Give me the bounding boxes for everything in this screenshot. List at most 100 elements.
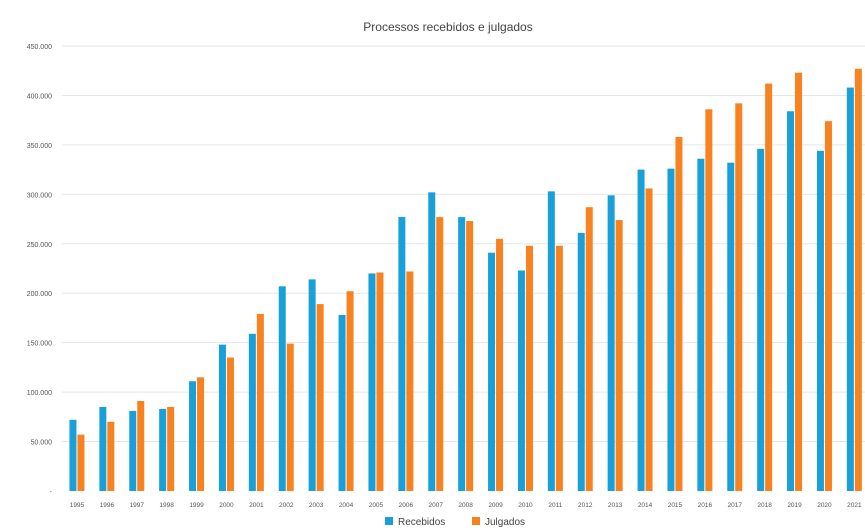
legend-swatch-recebidos — [385, 517, 393, 525]
bar-julgados-2012 — [585, 207, 593, 491]
x-tick-label: 2017 — [728, 502, 743, 509]
y-tick-label: 250.000 — [27, 242, 52, 249]
y-tick-label: 200.000 — [27, 291, 52, 298]
legend-swatch-julgados — [472, 517, 480, 525]
chart-title: Processos recebidos e julgados — [363, 20, 532, 34]
bar-julgados-2011 — [555, 245, 563, 491]
legend: Recebidos Julgados — [385, 517, 525, 528]
bar-recebidos-2018 — [757, 148, 765, 491]
bar-julgados-2021 — [854, 68, 862, 491]
x-tick-label: 2002 — [279, 502, 294, 509]
x-tick-label: 2018 — [757, 502, 772, 509]
x-tick-label: 2006 — [399, 502, 414, 509]
y-tick-label: 400.000 — [27, 93, 52, 100]
y-tick-label: 350.000 — [27, 143, 52, 150]
bar-recebidos-2020 — [816, 150, 824, 492]
bar-recebidos-1995 — [69, 419, 77, 491]
bar-recebidos-2011 — [547, 191, 555, 491]
x-tick-label: 2001 — [249, 502, 264, 509]
y-tick-label: - — [50, 489, 53, 496]
bar-recebidos-1999 — [189, 381, 197, 491]
bar-julgados-1995 — [77, 434, 85, 491]
x-tick-label: 2013 — [608, 502, 623, 509]
x-tick-label: 2020 — [817, 502, 832, 509]
bar-julgados-2005 — [376, 272, 384, 491]
bar-julgados-2010 — [525, 245, 533, 491]
bar-julgados-1999 — [197, 377, 205, 491]
bar-recebidos-1996 — [99, 406, 107, 491]
bar-julgados-2015 — [675, 136, 683, 491]
y-tick-label: 300.000 — [27, 192, 52, 199]
bar-julgados-2008 — [466, 221, 474, 492]
bar-recebidos-2019 — [787, 111, 795, 492]
x-tick-label: 2014 — [638, 502, 653, 509]
bar-julgados-2020 — [824, 121, 832, 492]
bar-julgados-2017 — [735, 103, 743, 491]
x-tick-label: 2003 — [309, 502, 324, 509]
bar-recebidos-2014 — [637, 169, 645, 491]
bar-recebidos-1997 — [129, 410, 137, 491]
y-axis: - 50.000 100.000 150.000 200.000 250.000 300.0… — [27, 44, 53, 496]
bar-recebidos-2016 — [697, 158, 705, 491]
bar-julgados-2009 — [496, 238, 504, 491]
bar-julgados-2002 — [286, 343, 294, 491]
bar-julgados-2018 — [765, 83, 773, 492]
x-tick-label: 1995 — [70, 502, 85, 509]
bar-recebidos-2007 — [428, 192, 436, 491]
bar-recebidos-2013 — [607, 195, 615, 492]
bar-julgados-2001 — [256, 313, 264, 491]
bar-recebidos-2003 — [308, 279, 316, 491]
bar-julgados-2016 — [705, 109, 713, 492]
bar-recebidos-2015 — [667, 168, 675, 491]
bar-julgados-1997 — [137, 401, 145, 491]
bar-julgados-1996 — [107, 421, 115, 491]
bar-recebidos-1998 — [159, 408, 167, 491]
bar-recebidos-2017 — [727, 162, 735, 491]
bar-julgados-2014 — [645, 188, 653, 491]
bar-recebidos-2006 — [398, 217, 406, 492]
x-tick-label: 1998 — [159, 502, 174, 509]
x-tick-label: 2016 — [698, 502, 713, 509]
bars — [69, 68, 862, 492]
bar-julgados-2000 — [226, 357, 234, 491]
x-tick-label: 1996 — [100, 502, 115, 509]
x-tick-label: 2019 — [787, 502, 802, 509]
y-tick-label: 450.000 — [27, 44, 52, 51]
x-tick-label: 2004 — [339, 502, 354, 509]
x-tick-label: 1997 — [130, 502, 145, 509]
bar-recebidos-2010 — [517, 270, 525, 491]
x-tick-label: 2011 — [548, 502, 562, 509]
bar-julgados-2003 — [316, 304, 324, 491]
bar-julgados-2004 — [346, 291, 354, 491]
bar-recebidos-2012 — [577, 232, 585, 491]
x-tick-label: 2005 — [369, 502, 384, 509]
y-tick-label: 100.000 — [27, 390, 52, 397]
x-tick-label: 1999 — [189, 502, 204, 509]
bar-recebidos-2001 — [248, 333, 256, 491]
bar-recebidos-2009 — [488, 252, 496, 491]
x-tick-label: 2009 — [488, 502, 503, 509]
bar-recebidos-2004 — [338, 314, 346, 491]
bar-recebidos-2008 — [458, 217, 466, 492]
x-tick-label: 2008 — [458, 502, 473, 509]
legend-label-recebidos: Recebidos — [398, 517, 445, 528]
bar-julgados-1998 — [167, 406, 175, 491]
x-axis: 1995 1996 1997 1998 1999 2000 2001 2002 2003 2004… — [70, 502, 862, 509]
x-tick-label: 2010 — [518, 502, 533, 509]
bar-julgados-2007 — [436, 217, 444, 492]
bar-recebidos-2021 — [846, 87, 854, 492]
legend-label-julgados: Julgados — [485, 517, 525, 528]
x-tick-label: 2021 — [847, 502, 862, 509]
y-tick-label: 50.000 — [31, 440, 53, 447]
bar-recebidos-2000 — [218, 344, 226, 491]
y-tick-label: 150.000 — [27, 341, 52, 348]
bar-recebidos-2005 — [368, 273, 376, 491]
bar-recebidos-2002 — [278, 286, 286, 491]
x-tick-label: 2007 — [429, 502, 444, 509]
x-tick-label: 2000 — [219, 502, 234, 509]
bar-julgados-2013 — [615, 220, 623, 492]
x-tick-label: 2012 — [578, 502, 593, 509]
bar-julgados-2006 — [406, 271, 414, 491]
